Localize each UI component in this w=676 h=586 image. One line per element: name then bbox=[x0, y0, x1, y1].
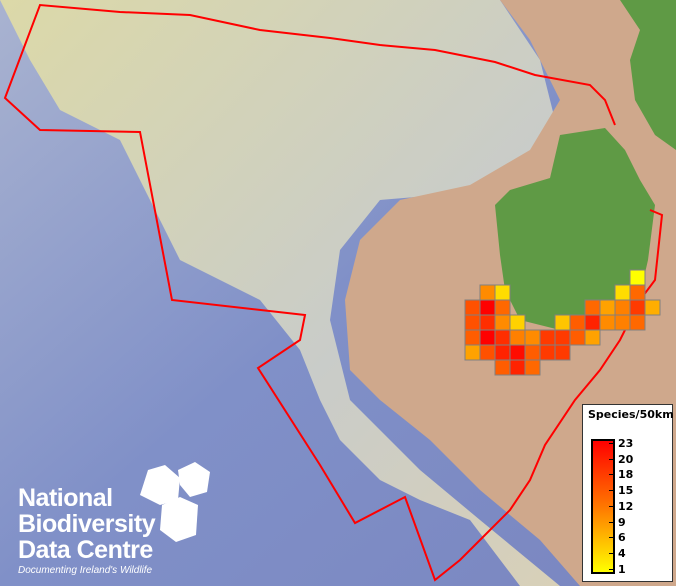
species-grid-cell[interactable] bbox=[554, 329, 571, 346]
ireland bbox=[495, 128, 655, 330]
legend-tick-label: 9 bbox=[618, 515, 626, 529]
species-grid-cell[interactable] bbox=[554, 344, 571, 361]
species-grid-cell[interactable] bbox=[539, 329, 556, 346]
legend-tick-label: 6 bbox=[618, 531, 626, 545]
species-grid-cell[interactable] bbox=[479, 314, 496, 331]
species-grid-cell[interactable] bbox=[509, 314, 526, 331]
species-grid-cell[interactable] bbox=[464, 314, 481, 331]
legend-tick-mark bbox=[609, 568, 613, 570]
great-britain bbox=[620, 0, 676, 150]
logo-line: Biodiversity bbox=[18, 510, 156, 538]
logo-tagline: Documenting Ireland's Wildlife bbox=[18, 565, 153, 576]
species-grid-cell[interactable] bbox=[584, 299, 601, 316]
species-grid-cell[interactable] bbox=[509, 329, 526, 346]
legend-tick-mark bbox=[609, 521, 613, 523]
species-grid-cell[interactable] bbox=[464, 329, 481, 346]
legend-tick-label: 12 bbox=[618, 499, 634, 513]
nbdc-logo: National Biodiversity Data Centre Docume… bbox=[18, 484, 156, 577]
species-grid-cell[interactable] bbox=[629, 269, 646, 286]
logo-line: Data Centre bbox=[18, 536, 153, 564]
species-grid-cell[interactable] bbox=[614, 284, 631, 301]
species-grid-cell[interactable] bbox=[494, 329, 511, 346]
species-grid-cell[interactable] bbox=[569, 314, 586, 331]
species-grid-cell[interactable] bbox=[524, 359, 541, 376]
species-grid-cell[interactable] bbox=[569, 329, 586, 346]
legend-tick-label: 15 bbox=[618, 484, 634, 498]
legend-title: Species/50km bbox=[588, 408, 674, 421]
species-grid-cell[interactable] bbox=[509, 359, 526, 376]
species-grid-cell[interactable] bbox=[614, 314, 631, 331]
species-grid-cell[interactable] bbox=[494, 344, 511, 361]
legend-tick-label: 1 bbox=[618, 562, 626, 576]
legend-tick-mark bbox=[609, 552, 613, 554]
species-grid-cell[interactable] bbox=[479, 284, 496, 301]
species-grid-cell[interactable] bbox=[524, 329, 541, 346]
species-grid-cell[interactable] bbox=[629, 284, 646, 301]
legend-tick-mark bbox=[609, 443, 613, 444]
legend-tick-label: 18 bbox=[618, 468, 634, 482]
species-grid-cell[interactable] bbox=[629, 314, 646, 331]
legend-tick-mark bbox=[609, 505, 613, 507]
species-grid-cell[interactable] bbox=[479, 329, 496, 346]
species-grid-cell[interactable] bbox=[494, 284, 511, 301]
legend-tick-label: 20 bbox=[618, 452, 634, 466]
legend-tick-mark bbox=[609, 490, 613, 492]
legend-tick-mark bbox=[609, 474, 613, 476]
maritime-boundary bbox=[3, 3, 664, 582]
species-grid-cell[interactable] bbox=[494, 314, 511, 331]
nbdc-logo-emblem bbox=[140, 462, 210, 542]
species-grid-cell[interactable] bbox=[464, 299, 481, 316]
species-grid-cell[interactable] bbox=[479, 344, 496, 361]
species-grid-cell[interactable] bbox=[509, 344, 526, 361]
logo-line: National bbox=[18, 484, 113, 512]
species-grid-cell[interactable] bbox=[464, 344, 481, 361]
species-grid-cell[interactable] bbox=[629, 299, 646, 316]
species-grid-cell[interactable] bbox=[584, 314, 601, 331]
species-grid-cell[interactable] bbox=[614, 299, 631, 316]
continental-shelf bbox=[0, 0, 560, 586]
species-grid-cell[interactable] bbox=[599, 299, 616, 316]
species-grid-cell[interactable] bbox=[479, 299, 496, 316]
legend-tick-label: 23 bbox=[618, 437, 634, 450]
species-grid-cell[interactable] bbox=[584, 329, 601, 346]
species-grid-cell[interactable] bbox=[554, 314, 571, 331]
species-grid-cell[interactable] bbox=[599, 314, 616, 331]
legend-tick-label: 4 bbox=[618, 546, 626, 560]
species-grid-cell[interactable] bbox=[494, 299, 511, 316]
species-grid-cell[interactable] bbox=[494, 359, 511, 376]
species-grid-cell[interactable] bbox=[644, 299, 661, 316]
species-grid-cell[interactable] bbox=[539, 344, 556, 361]
legend: Species/50km 23 20 18 15 12 9 6 4 1 bbox=[582, 404, 674, 582]
legend-tick-mark bbox=[609, 458, 613, 460]
species-grid-cell[interactable] bbox=[524, 344, 541, 361]
legend-tick-mark bbox=[609, 537, 613, 539]
